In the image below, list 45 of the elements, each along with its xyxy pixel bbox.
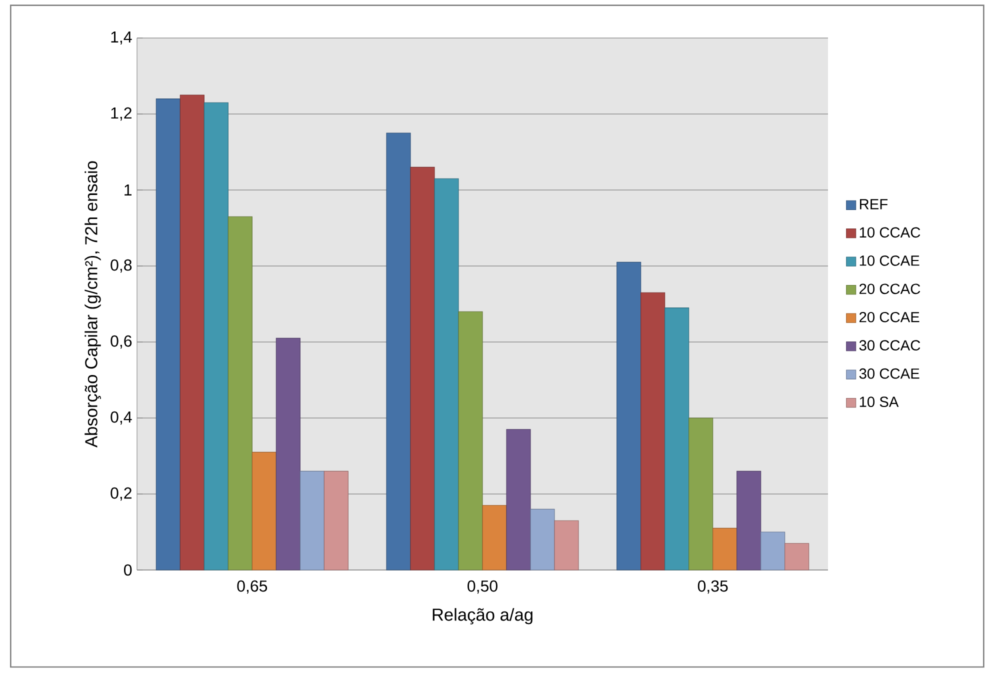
y-tick-label: 0,8 (110, 259, 132, 273)
y-tick-label: 0,6 (110, 335, 132, 349)
bar (506, 429, 531, 570)
y-tick-label: 1,2 (111, 107, 132, 121)
bar (324, 470, 348, 570)
x-tick-label: 0,50 (468, 580, 498, 594)
y-tick-label: 1 (124, 184, 132, 196)
y-tick-label: 0 (124, 564, 132, 576)
bar (252, 452, 276, 570)
legend-label: 30 CCAC (859, 340, 920, 351)
x-axis-title: Relação a/ag (432, 608, 532, 624)
bar (204, 102, 228, 570)
bar (616, 262, 642, 570)
legend-label: 20 CCAE (860, 312, 920, 322)
y-tick-label: 0,4 (110, 411, 132, 425)
bar (482, 505, 507, 570)
x-tick-label: 0,35 (698, 580, 728, 594)
bar (276, 338, 300, 570)
bar (180, 94, 204, 570)
x-tick-label: 0,65 (237, 580, 268, 594)
bar (664, 308, 690, 570)
legend-label: 10 CCAC (860, 227, 920, 238)
bar (554, 520, 579, 570)
y-axis-title: Absorção Capilar (g/cm²), 72h ensaio (84, 161, 101, 448)
y-tick-label: 1,4 (111, 31, 132, 45)
bar (386, 132, 411, 570)
bar (760, 532, 786, 570)
bar (156, 98, 180, 570)
legend-label: 10 SA (860, 396, 899, 408)
bar (640, 292, 666, 570)
legend-label: 10 CCAE (860, 255, 920, 266)
bar (458, 311, 483, 570)
legend-label: REF (860, 199, 888, 210)
legend-label: 20 CCAC (860, 284, 920, 294)
bar (434, 178, 459, 570)
bar (712, 528, 738, 570)
bar (228, 216, 252, 570)
legend-label: 30 CCAE (859, 368, 920, 379)
bar (410, 166, 435, 570)
bar (300, 470, 324, 570)
y-tick-label: 0,2 (110, 487, 132, 501)
bar (784, 543, 810, 570)
bar (736, 470, 762, 570)
bar (688, 418, 714, 570)
bar (530, 508, 555, 570)
